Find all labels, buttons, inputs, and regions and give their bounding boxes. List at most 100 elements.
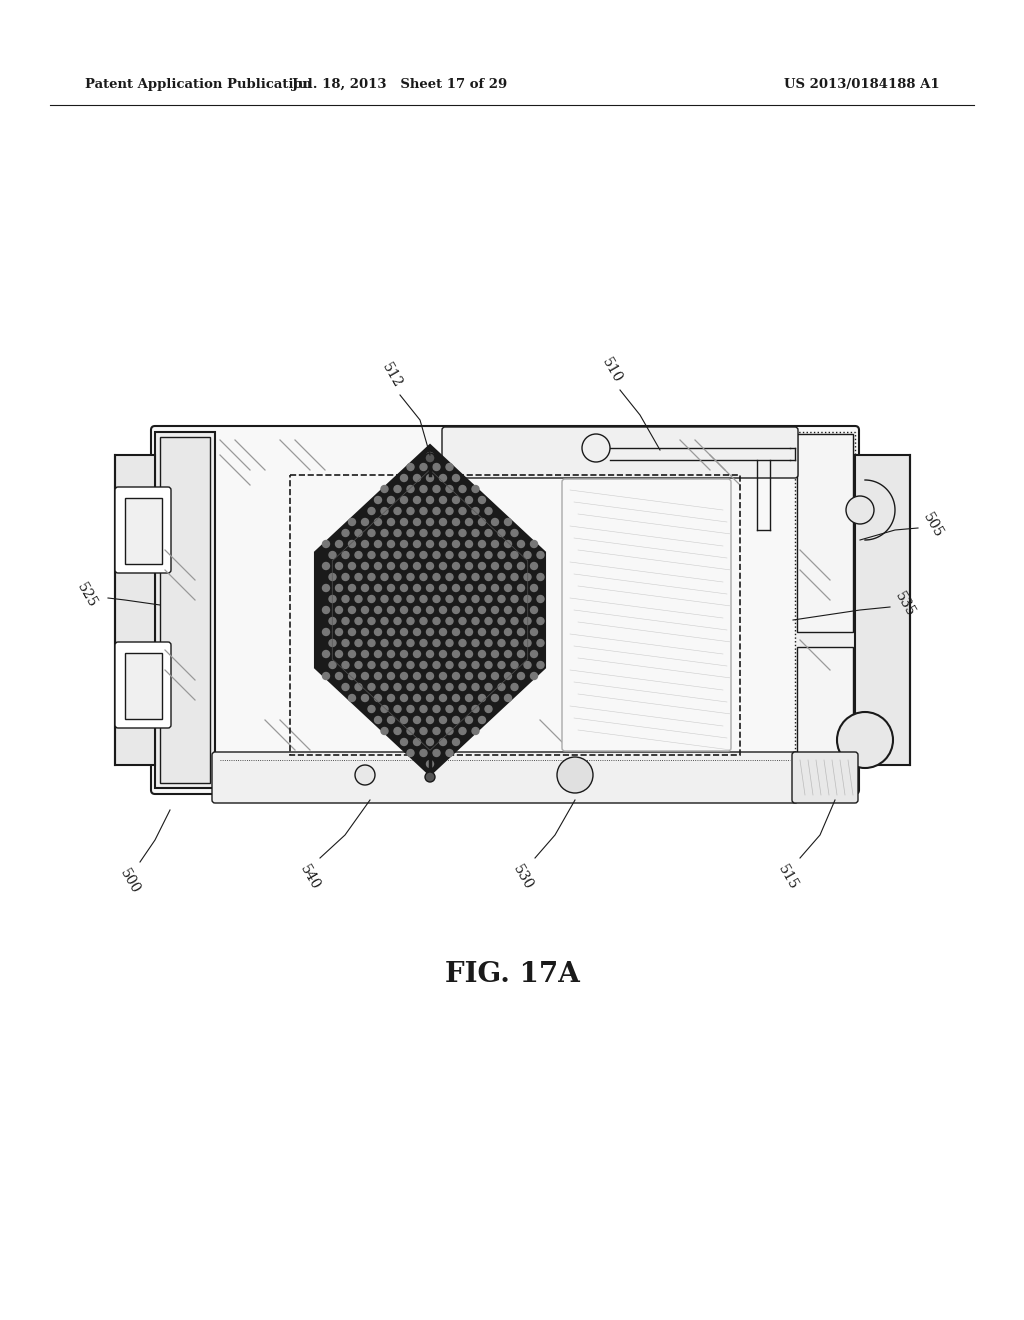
Circle shape: [361, 651, 369, 657]
Circle shape: [446, 661, 453, 668]
Circle shape: [557, 756, 593, 793]
Circle shape: [394, 552, 401, 558]
Circle shape: [414, 540, 421, 548]
Circle shape: [348, 519, 355, 525]
Circle shape: [498, 529, 505, 536]
Circle shape: [375, 606, 382, 614]
Circle shape: [459, 639, 466, 647]
Circle shape: [517, 628, 524, 635]
Circle shape: [427, 585, 433, 591]
Circle shape: [433, 486, 440, 492]
Circle shape: [329, 661, 336, 668]
Circle shape: [459, 595, 466, 602]
Circle shape: [453, 651, 460, 657]
Circle shape: [439, 474, 446, 482]
Circle shape: [446, 705, 453, 713]
Circle shape: [414, 717, 421, 723]
Circle shape: [400, 738, 408, 746]
Circle shape: [498, 661, 505, 668]
Circle shape: [517, 672, 524, 680]
Circle shape: [400, 474, 408, 482]
Circle shape: [368, 595, 375, 602]
Circle shape: [336, 606, 342, 614]
Circle shape: [453, 672, 460, 680]
Circle shape: [433, 727, 440, 734]
FancyBboxPatch shape: [442, 426, 798, 478]
Circle shape: [530, 628, 538, 635]
Circle shape: [342, 573, 349, 581]
Circle shape: [453, 496, 460, 503]
Circle shape: [459, 684, 466, 690]
Circle shape: [348, 606, 355, 614]
Circle shape: [420, 750, 427, 756]
Circle shape: [394, 486, 401, 492]
Circle shape: [400, 651, 408, 657]
Circle shape: [439, 738, 446, 746]
Circle shape: [530, 672, 538, 680]
Circle shape: [420, 573, 427, 581]
Circle shape: [414, 628, 421, 635]
Circle shape: [446, 618, 453, 624]
Circle shape: [433, 684, 440, 690]
Circle shape: [407, 750, 414, 756]
Circle shape: [407, 639, 414, 647]
Circle shape: [511, 573, 518, 581]
FancyBboxPatch shape: [212, 752, 798, 803]
Circle shape: [394, 595, 401, 602]
Circle shape: [511, 529, 518, 536]
Circle shape: [446, 727, 453, 734]
Circle shape: [381, 552, 388, 558]
Polygon shape: [797, 434, 853, 632]
Circle shape: [472, 639, 479, 647]
Polygon shape: [797, 647, 853, 777]
Circle shape: [439, 628, 446, 635]
Circle shape: [361, 585, 369, 591]
Circle shape: [427, 453, 433, 459]
Circle shape: [414, 694, 421, 701]
Circle shape: [439, 651, 446, 657]
Circle shape: [439, 717, 446, 723]
Circle shape: [355, 552, 362, 558]
Circle shape: [427, 562, 433, 569]
Circle shape: [420, 507, 427, 515]
Circle shape: [355, 684, 362, 690]
Circle shape: [400, 519, 408, 525]
Circle shape: [453, 738, 460, 746]
Circle shape: [466, 717, 472, 723]
Circle shape: [492, 606, 499, 614]
Circle shape: [530, 562, 538, 569]
Circle shape: [387, 496, 394, 503]
Circle shape: [524, 639, 531, 647]
Circle shape: [485, 639, 492, 647]
Circle shape: [342, 618, 349, 624]
Circle shape: [433, 618, 440, 624]
Circle shape: [453, 606, 460, 614]
Circle shape: [427, 606, 433, 614]
Circle shape: [846, 496, 874, 524]
Circle shape: [387, 606, 394, 614]
Circle shape: [407, 705, 414, 713]
Circle shape: [381, 661, 388, 668]
Circle shape: [459, 618, 466, 624]
Circle shape: [459, 573, 466, 581]
Circle shape: [511, 618, 518, 624]
Circle shape: [485, 684, 492, 690]
Polygon shape: [315, 445, 545, 775]
Circle shape: [427, 540, 433, 548]
Circle shape: [336, 540, 342, 548]
Circle shape: [407, 595, 414, 602]
Circle shape: [407, 529, 414, 536]
Circle shape: [433, 595, 440, 602]
Circle shape: [407, 552, 414, 558]
Circle shape: [420, 552, 427, 558]
Circle shape: [466, 606, 472, 614]
Circle shape: [336, 562, 342, 569]
Circle shape: [446, 573, 453, 581]
Circle shape: [478, 651, 485, 657]
Polygon shape: [125, 653, 162, 719]
Circle shape: [361, 672, 369, 680]
Circle shape: [381, 529, 388, 536]
Circle shape: [381, 507, 388, 515]
Circle shape: [368, 552, 375, 558]
Circle shape: [517, 606, 524, 614]
